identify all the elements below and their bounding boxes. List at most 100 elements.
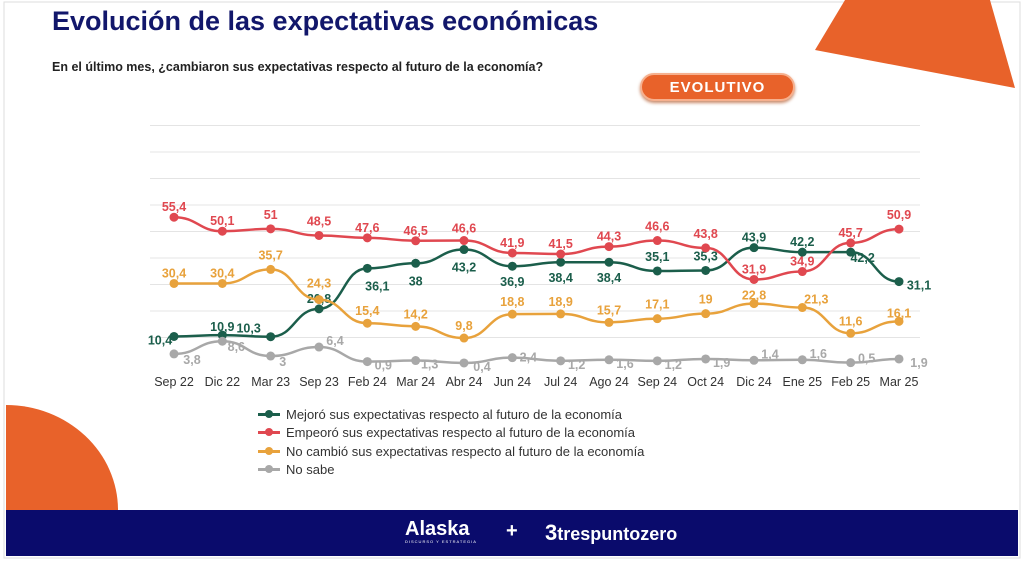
data-label: 3,8 bbox=[183, 353, 200, 367]
data-point bbox=[169, 212, 179, 222]
data-label: 0,5 bbox=[858, 352, 875, 366]
data-point bbox=[604, 355, 614, 365]
alaska-tagline: DISCURSO Y ESTRATEGIA bbox=[405, 539, 477, 544]
frame bbox=[3, 1, 1021, 559]
data-label: 43,2 bbox=[452, 261, 476, 275]
data-point bbox=[749, 274, 759, 284]
data-label: 0,4 bbox=[473, 360, 490, 374]
legend-swatch bbox=[258, 428, 280, 437]
data-point bbox=[652, 314, 662, 324]
data-label: 43,8 bbox=[693, 227, 717, 241]
data-point bbox=[797, 303, 807, 313]
data-point bbox=[701, 354, 711, 364]
data-point bbox=[314, 304, 324, 314]
data-point bbox=[556, 309, 566, 319]
legend-label: No sabe bbox=[286, 462, 335, 478]
data-label: 35,3 bbox=[693, 249, 717, 263]
data-point bbox=[217, 278, 227, 288]
x-tick-label: Feb 25 bbox=[831, 375, 870, 389]
data-label: 46,5 bbox=[403, 224, 427, 238]
data-label: 36,1 bbox=[365, 279, 389, 293]
data-label: 44,3 bbox=[597, 230, 621, 244]
data-label: 6,4 bbox=[326, 334, 343, 348]
data-label: 2,4 bbox=[520, 351, 537, 365]
data-label: 45,7 bbox=[838, 226, 862, 240]
page-subtitle: En el último mes, ¿cambiaron sus expecta… bbox=[52, 60, 544, 74]
data-label: 18,9 bbox=[548, 295, 572, 309]
data-label: 48,5 bbox=[307, 214, 331, 228]
data-point bbox=[652, 236, 662, 246]
data-label: 1,6 bbox=[616, 357, 633, 371]
legend-label: Empeoró sus expectativas respecto al fut… bbox=[286, 425, 636, 441]
data-point bbox=[507, 309, 517, 319]
data-point bbox=[266, 351, 276, 361]
data-label: 42,2 bbox=[850, 251, 874, 265]
data-point bbox=[604, 257, 614, 267]
data-point bbox=[846, 247, 856, 257]
data-point bbox=[894, 316, 904, 326]
x-tick-label: Sep 24 bbox=[638, 375, 678, 389]
data-label: 31,9 bbox=[742, 262, 766, 276]
data-label: 24,3 bbox=[307, 277, 331, 291]
x-tick-label: Sep 23 bbox=[299, 375, 339, 389]
x-tick-label: Abr 24 bbox=[446, 375, 483, 389]
legend-item: No sabe bbox=[258, 461, 644, 480]
data-point bbox=[846, 358, 856, 368]
data-point bbox=[411, 258, 421, 268]
data-point bbox=[894, 224, 904, 234]
data-label: 21,3 bbox=[804, 293, 828, 307]
data-label: 46,6 bbox=[645, 220, 669, 234]
x-tick-label: Dic 22 bbox=[205, 375, 240, 389]
data-label: 1,9 bbox=[713, 356, 730, 370]
data-label: 11,6 bbox=[839, 314, 863, 328]
data-point bbox=[266, 332, 276, 342]
data-point bbox=[894, 354, 904, 364]
series-line bbox=[174, 268, 900, 340]
data-label: 30,4 bbox=[210, 266, 234, 280]
data-label: 50,1 bbox=[210, 214, 234, 228]
data-point bbox=[169, 278, 179, 288]
data-point bbox=[797, 355, 807, 365]
data-point bbox=[846, 328, 856, 338]
series-line bbox=[173, 215, 900, 281]
data-label: 36,9 bbox=[500, 275, 524, 289]
data-point bbox=[507, 261, 517, 271]
legend-label: No cambió sus expectativas respecto al f… bbox=[286, 443, 645, 459]
data-label: 10,9 bbox=[210, 320, 234, 334]
alaska-name: Alaska bbox=[405, 518, 470, 540]
trespuntozero-logo: 3trespuntozero bbox=[545, 520, 677, 546]
data-point bbox=[749, 243, 759, 253]
data-label: 1,6 bbox=[810, 347, 827, 361]
data-label: 35,7 bbox=[258, 248, 282, 262]
data-point bbox=[362, 318, 372, 328]
data-label: 30,4 bbox=[162, 266, 186, 280]
x-tick-label: Sep 22 bbox=[154, 375, 194, 389]
data-point bbox=[701, 309, 711, 319]
data-label: 46,6 bbox=[452, 222, 476, 236]
data-point bbox=[701, 243, 711, 253]
data-point bbox=[556, 257, 566, 267]
x-tick-label: Mar 24 bbox=[396, 375, 435, 389]
data-point bbox=[459, 358, 469, 368]
data-label: 3 bbox=[279, 355, 286, 369]
corner-shape-top-right bbox=[815, 0, 1015, 88]
data-label: 9,8 bbox=[455, 319, 472, 333]
plus-sign: + bbox=[506, 520, 518, 542]
series-line bbox=[173, 339, 900, 365]
corner-shape-bottom-left bbox=[6, 405, 118, 510]
data-label: 38,4 bbox=[548, 271, 572, 285]
data-label: 31,1 bbox=[907, 279, 931, 293]
data-point bbox=[556, 249, 566, 259]
data-label: 1,3 bbox=[421, 358, 438, 372]
data-label: 47,6 bbox=[355, 221, 379, 235]
data-label: 55,4 bbox=[162, 200, 186, 214]
x-tick-label: Oct 24 bbox=[687, 375, 724, 389]
data-label: 17,1 bbox=[645, 298, 669, 312]
data-point bbox=[314, 342, 324, 352]
data-label: 10,3 bbox=[236, 322, 260, 336]
series-line bbox=[173, 246, 900, 338]
data-point bbox=[797, 247, 807, 257]
data-point bbox=[604, 242, 614, 252]
